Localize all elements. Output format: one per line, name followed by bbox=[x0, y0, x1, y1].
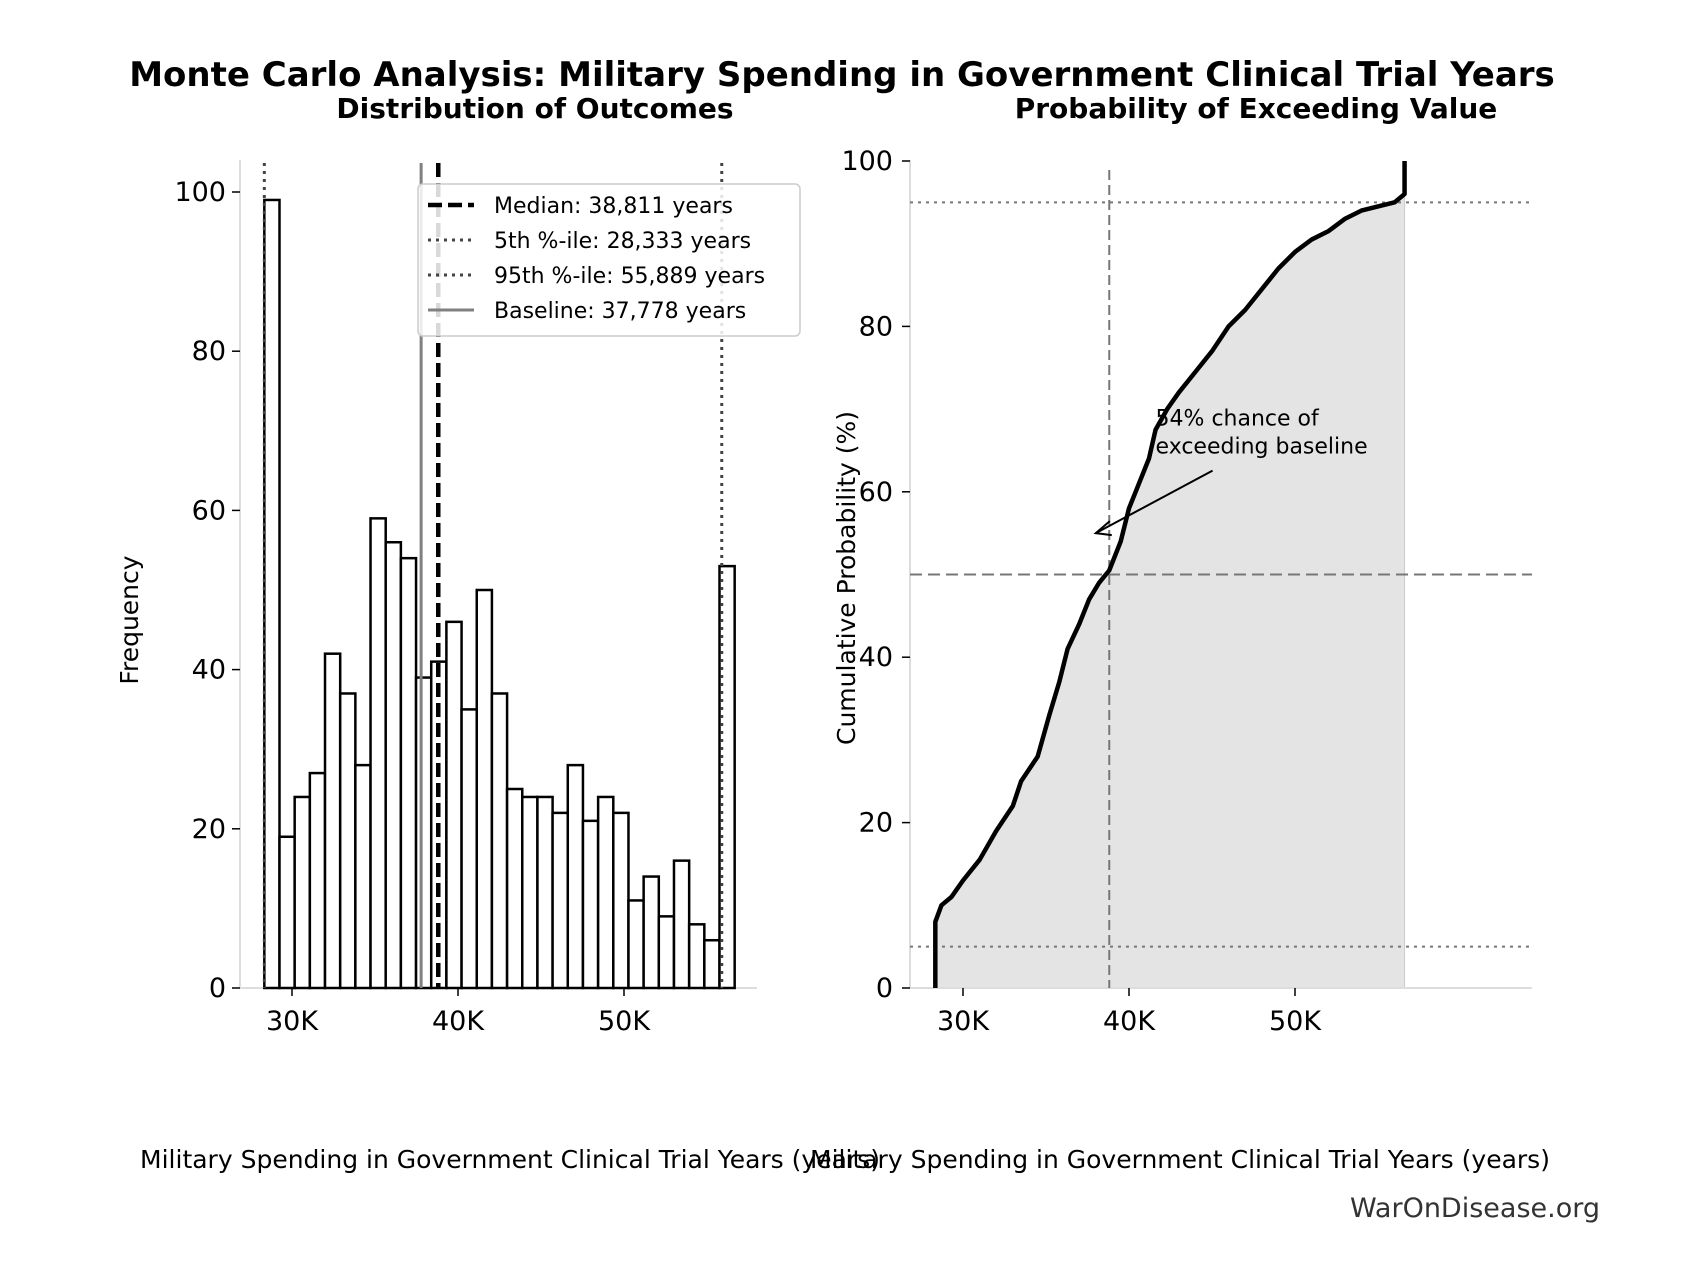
histogram-bar bbox=[627, 899, 645, 990]
right-y-axis-label: Cumulative Probability (%) bbox=[832, 411, 861, 745]
histogram-bar bbox=[642, 875, 661, 990]
x-tick-label: 40K bbox=[1103, 1006, 1156, 1037]
y-tick-label: 0 bbox=[209, 973, 226, 1004]
y-tick-label: 0 bbox=[876, 973, 893, 1004]
left-y-axis-label: Frequency bbox=[115, 555, 144, 684]
legend-label: 5th %-ile: 28,333 years bbox=[494, 229, 751, 254]
histogram-bar bbox=[323, 652, 342, 990]
y-tick-label: 20 bbox=[192, 814, 226, 845]
y-tick-label: 80 bbox=[859, 311, 893, 342]
histogram-bar bbox=[596, 795, 615, 990]
left-x-axis-label: Military Spending in Government Clinical… bbox=[140, 1145, 880, 1174]
histogram-bar bbox=[687, 923, 706, 990]
y-tick-label: 20 bbox=[859, 808, 893, 839]
x-tick-label: 30K bbox=[937, 1006, 990, 1037]
arrow-head-icon bbox=[1093, 520, 1112, 537]
x-tick-label: 40K bbox=[432, 1006, 485, 1037]
histogram-bar bbox=[581, 819, 600, 990]
histogram-bar bbox=[566, 763, 585, 990]
histogram-bar bbox=[703, 938, 721, 990]
histogram-bar bbox=[308, 771, 327, 990]
histogram-bar bbox=[445, 620, 463, 990]
histogram-bar bbox=[505, 787, 524, 990]
legend-label: Baseline: 37,778 years bbox=[494, 299, 746, 324]
histogram-panel: 0 20 40 60 80 100 30K 40K 50K Median: 38,811 year… bbox=[174, 160, 801, 1037]
legend-label: 95th %-ile: 55,889 years bbox=[494, 264, 765, 289]
histogram-bar bbox=[399, 556, 418, 990]
histogram-bar bbox=[354, 763, 372, 990]
y-tick-label: 80 bbox=[192, 336, 226, 367]
histogram-bar bbox=[263, 198, 281, 990]
histogram-bar bbox=[414, 676, 433, 990]
x-tick-label: 50K bbox=[1269, 1006, 1322, 1037]
right-chart-title: Probability of Exceeding Value bbox=[1015, 92, 1498, 125]
histogram-bar bbox=[521, 795, 539, 990]
y-tick-label: 100 bbox=[174, 177, 226, 208]
legend-box bbox=[417, 183, 801, 337]
histogram-bar bbox=[369, 517, 387, 990]
y-tick-label: 100 bbox=[841, 146, 893, 177]
y-tick-label: 60 bbox=[859, 477, 893, 508]
histogram-bar bbox=[612, 811, 630, 990]
histogram-bar bbox=[490, 692, 509, 990]
right-x-axis-label: Military Spending in Government Clinical… bbox=[810, 1145, 1550, 1174]
y-tick-label: 40 bbox=[192, 655, 226, 686]
histogram-bar bbox=[278, 835, 296, 990]
histogram-bar bbox=[672, 859, 691, 990]
x-tick-label: 30K bbox=[266, 1006, 319, 1037]
y-tick-label: 40 bbox=[859, 642, 893, 673]
left-chart-title: Distribution of Outcomes bbox=[336, 92, 733, 125]
histogram-bar bbox=[536, 795, 554, 990]
histogram-bar bbox=[293, 795, 312, 990]
watermark: WarOnDisease.org bbox=[1350, 1193, 1600, 1224]
histogram-bar bbox=[718, 564, 736, 990]
histogram-bar bbox=[460, 708, 478, 990]
annotation-arrow bbox=[1095, 469, 1214, 535]
cdf-line bbox=[933, 161, 1407, 988]
annotation-text: exceeding baseline bbox=[1156, 435, 1368, 460]
x-tick-label: 50K bbox=[598, 1006, 651, 1037]
figure-title: Monte Carlo Analysis: Military Spending … bbox=[129, 55, 1555, 95]
histogram-bar bbox=[657, 915, 676, 990]
histogram-bar bbox=[384, 540, 403, 990]
histogram-bar bbox=[475, 588, 494, 990]
legend-label: Median: 38,811 years bbox=[494, 194, 733, 219]
cdf-panel: 0 20 40 60 80 100 30K 40K 50K 54% chance of exceed… bbox=[841, 146, 1532, 1037]
histogram-bar bbox=[338, 692, 357, 990]
annotation-text: 54% chance of bbox=[1156, 407, 1320, 432]
y-tick-label: 60 bbox=[192, 495, 226, 526]
histogram-bar bbox=[551, 811, 570, 990]
